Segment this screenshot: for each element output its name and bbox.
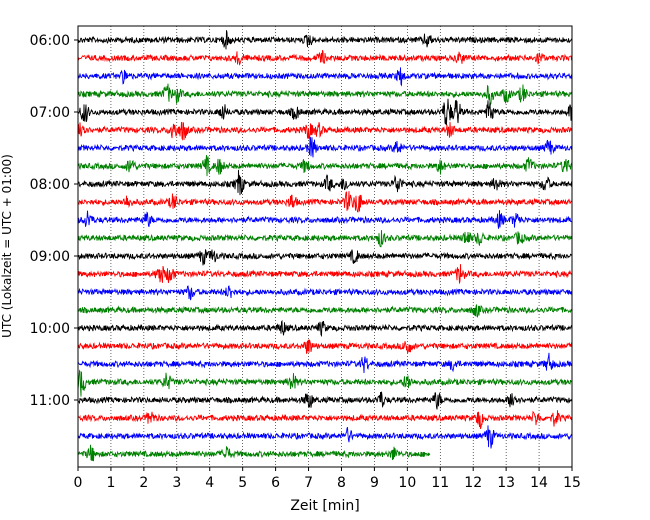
seismic-trace-0815 [77,191,573,213]
x-axis-label: Zeit [min] [290,498,359,514]
seismic-trace-0615 [77,49,573,66]
seismic-trace-1115 [77,410,573,429]
seismic-trace-0645 [77,83,573,106]
x-tick-label: 12 [464,475,482,491]
plot-frame [77,25,573,468]
x-tick-label: 2 [139,475,148,491]
y-tick-label: 10:00 [30,321,70,337]
seismic-trace-0745 [77,155,573,177]
x-tick-label: 6 [271,475,280,491]
seismic-trace-0715 [77,121,573,141]
x-tick-label: 0 [74,475,83,491]
x-tick-label: 15 [563,475,581,491]
y-axis-label: UTC (Lokalzeit = UTC + 01:00) [0,154,14,338]
seismic-trace-0845 [77,230,573,248]
seismic-trace-1000 [77,319,573,338]
seismic-trace-1045 [77,369,573,397]
seismic-trace-0915 [77,264,573,284]
seismic-trace-1145 [77,444,431,462]
seismic-trace-0730 [77,136,573,158]
y-tick-label: 06:00 [30,33,70,49]
seismic-trace-1030 [77,352,573,374]
y-tick-label: 11:00 [30,393,70,409]
seismic-trace-0800 [77,169,573,196]
seismic-trace-0630 [77,67,573,87]
x-tick-label: 9 [370,475,379,491]
x-tick-label: 7 [304,475,313,491]
seismic-trace-0600 [77,30,573,50]
y-tick-label: 09:00 [30,249,70,265]
seismic-trace-0900 [77,249,573,266]
x-axis: 0 1 2 3 4 5 6 7 8 9 10 11 12 13 14 15 [74,467,581,491]
x-tick-label: 5 [238,475,247,491]
seismic-trace-0930 [77,285,573,301]
x-tick-label: 4 [205,475,214,491]
seismic-trace-1100 [77,391,573,410]
x-tick-label: 10 [398,475,416,491]
seismic-trace-1015 [77,339,573,355]
seismic-trace-0830 [77,210,573,229]
x-tick-label: 8 [337,475,346,491]
y-tick-label: 08:00 [30,177,70,193]
trace-layer [77,30,573,462]
y-axis: 06:00 07:00 08:00 09:00 10:00 11:00 [30,33,78,409]
x-tick-label: 14 [530,475,548,491]
seismic-trace-1130 [77,425,573,449]
seismic-trace-0700 [77,98,573,126]
x-tick-label: 3 [172,475,181,491]
x-tick-label: 13 [497,475,515,491]
x-tick-label: 11 [431,475,449,491]
seismic-trace-0945 [77,304,573,318]
x-tick-label: 1 [106,475,115,491]
y-tick-label: 07:00 [30,105,70,121]
